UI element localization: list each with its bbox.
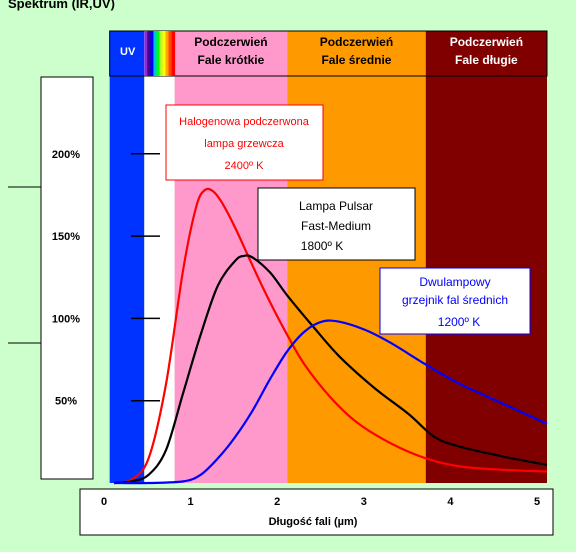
chart-title: Spektrum (IR,UV) bbox=[8, 0, 115, 11]
rainbow-stripe-0 bbox=[144, 31, 148, 76]
rainbow-stripe-9 bbox=[171, 31, 176, 76]
annotation-dwulampowy-line-3: 1200º K bbox=[438, 315, 480, 329]
rainbow-stripe-1 bbox=[147, 31, 151, 76]
annotation-pulsar: Lampa Pulsar Fast-Medium 1800º K bbox=[257, 187, 416, 261]
x-tick-label-5: 5 bbox=[534, 496, 540, 508]
x-tick-label-0: 0 bbox=[101, 496, 107, 508]
annotation-halogen: Halogenowa podczerwona lampa grzewcza 24… bbox=[165, 104, 324, 181]
band-0 bbox=[109, 31, 145, 483]
x-tick-label-3: 3 bbox=[361, 496, 367, 508]
annotation-halogen-line-3: 2400º K bbox=[225, 160, 265, 172]
band-sublabel-2: Fale krótkie bbox=[198, 53, 265, 67]
rainbow-stripe-5 bbox=[159, 31, 163, 76]
y-tick-labels: 50% 100% 150% 200% bbox=[52, 149, 80, 408]
x-tick-label-4: 4 bbox=[447, 496, 454, 508]
annotation-dwulampowy: Dwulampowy grzejnik fal średnich 1200º K bbox=[379, 267, 531, 335]
annotation-halogen-line-2: lampa grzewcza bbox=[204, 138, 284, 150]
y-tick-label-0: 50% bbox=[55, 396, 77, 408]
y-tick-marks bbox=[131, 153, 160, 402]
x-tick-label-2: 2 bbox=[274, 496, 280, 508]
annotation-pulsar-line-3: 1800º K bbox=[301, 239, 343, 253]
rainbow-stripe-4 bbox=[156, 31, 160, 76]
rainbow-stripe-3 bbox=[153, 31, 157, 76]
annotation-pulsar-line-2: Fast-Medium bbox=[301, 219, 371, 233]
x-axis-panel bbox=[79, 488, 554, 536]
annotation-pulsar-line-1: Lampa Pulsar bbox=[299, 199, 373, 213]
y-tick-label-2: 150% bbox=[52, 231, 80, 243]
visible-light-rainbow bbox=[144, 31, 176, 76]
y-axis-panel bbox=[40, 76, 94, 480]
y-tick-label-3: 200% bbox=[52, 149, 80, 161]
x-tick-labels: 0 1 2 3 4 5 bbox=[101, 496, 540, 508]
band-sublabel-4: Fale długie bbox=[455, 53, 518, 67]
band-label-2: Podczerwień bbox=[194, 35, 267, 49]
rainbow-stripe-2 bbox=[150, 31, 154, 76]
series-line-1 bbox=[113, 254, 548, 485]
x-tick-label-1: 1 bbox=[188, 496, 194, 508]
annotation-halogen-line-1: Halogenowa podczerwona bbox=[179, 116, 310, 128]
band-sublabel-3: Fale średnie bbox=[321, 53, 391, 67]
x-axis-title: Długość fali (µm) bbox=[269, 516, 358, 528]
rainbow-stripe-8 bbox=[168, 31, 173, 76]
rainbow-stripe-7 bbox=[165, 31, 170, 76]
band-label-4: Podczerwień bbox=[450, 35, 523, 49]
band-label-0: UV bbox=[120, 46, 136, 58]
y-tick-label-1: 100% bbox=[52, 313, 80, 325]
series-lines bbox=[113, 187, 548, 485]
band-label-3: Podczerwień bbox=[320, 35, 393, 49]
rainbow-stripe-6 bbox=[162, 31, 167, 76]
band-header-border bbox=[109, 30, 548, 77]
annotation-dwulampowy-line-2: grzejnik fal średnich bbox=[402, 293, 508, 307]
band-4 bbox=[425, 31, 547, 483]
series-line-0 bbox=[113, 187, 548, 485]
series-line-2 bbox=[113, 319, 548, 485]
annotation-dwulampowy-line-1: Dwulampowy bbox=[419, 275, 490, 289]
